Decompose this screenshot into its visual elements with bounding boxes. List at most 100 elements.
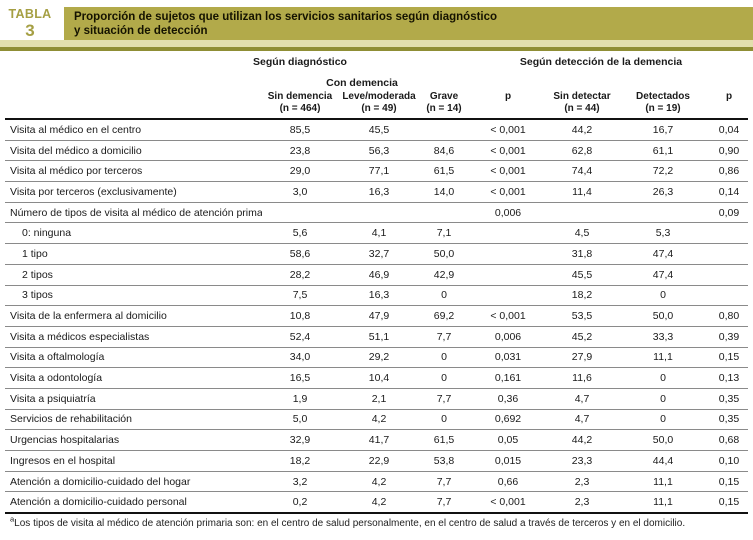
row-label: 1 tipo bbox=[5, 248, 262, 260]
cell-grave: 7,7 bbox=[436, 496, 452, 509]
row-label: 3 tipos bbox=[5, 289, 262, 301]
row-label: Visita a odontología bbox=[5, 372, 262, 384]
cell-leve-moderada: 4,2 bbox=[371, 475, 387, 488]
cell-grave: 7,1 bbox=[436, 227, 452, 240]
cell-detectados: 72,2 bbox=[652, 165, 674, 178]
cell-detectados: 0 bbox=[660, 392, 666, 405]
table-body: Visita al médico en el centro 85,5 45,5 … bbox=[5, 120, 748, 515]
cell-leve-moderada: 46,9 bbox=[368, 268, 390, 281]
cell-grave: 69,2 bbox=[433, 310, 455, 323]
cell-sin-detectar: 11,6 bbox=[572, 372, 592, 385]
cell-sin-detectar: 23,3 bbox=[571, 454, 593, 467]
header-rule bbox=[5, 118, 748, 120]
pale-band-divider bbox=[0, 40, 753, 47]
cell-p-diagnostico: < 0,001 bbox=[490, 185, 526, 198]
cell-grave: 7,7 bbox=[436, 392, 452, 405]
row-label-text: 1 tipo bbox=[22, 247, 48, 260]
column-header-spacer bbox=[5, 91, 262, 115]
cell-p-deteccion: 0,68 bbox=[718, 434, 740, 447]
cell-leve-moderada: 4,1 bbox=[371, 227, 387, 240]
cell-p-diagnostico: 0,015 bbox=[494, 454, 522, 467]
row-label-text: Número de tipos de visita al médico de a… bbox=[10, 206, 262, 219]
cell-sin-demencia: 23,8 bbox=[289, 144, 311, 157]
table-title-line2: y situación de detección bbox=[74, 24, 208, 37]
row-label-text: Visita a odontología bbox=[10, 372, 103, 385]
table-header: TABLA 3 Proporción de sujetos que utiliz… bbox=[0, 7, 753, 40]
cell-sin-demencia: 52,4 bbox=[289, 330, 311, 343]
table-row: Visita a odontología 16,5 10,4 0 0,161 1… bbox=[5, 368, 748, 389]
cell-detectados: 50,0 bbox=[652, 434, 674, 447]
row-label: Visita a psiquiatría bbox=[5, 393, 262, 405]
row-label: Visita a médicos especialistas bbox=[5, 331, 262, 343]
cell-sin-demencia: 1,9 bbox=[292, 392, 308, 405]
cell-p-diagnostico: 0,66 bbox=[497, 475, 519, 488]
row-label: Atención a domicilio-cuidado del hogar bbox=[5, 476, 262, 488]
table-row: Ingresos en el hospital 18,2 22,9 53,8 0… bbox=[5, 451, 748, 472]
cell-leve-moderada: 51,1 bbox=[368, 330, 390, 343]
row-label-text: Ingresos en el hospital bbox=[10, 454, 116, 467]
cell-detectados: 0 bbox=[660, 372, 666, 385]
row-label-text: 0: ninguna bbox=[22, 227, 72, 240]
cell-sin-detectar: 4,5 bbox=[574, 227, 590, 240]
cell-sin-demencia: 16,5 bbox=[289, 372, 311, 385]
cell-sin-detectar: 27,9 bbox=[571, 351, 593, 364]
cell-sin-detectar: 74,4 bbox=[571, 165, 593, 178]
cell-grave: 0 bbox=[441, 351, 447, 364]
row-label-text: Visita al médico en el centro bbox=[10, 123, 142, 136]
table-row: 1 tipo 58,6 32,7 50,0 31,8 47,4 bbox=[5, 244, 748, 265]
cell-sin-detectar: 44,2 bbox=[571, 434, 593, 447]
cell-leve-moderada: 41,7 bbox=[368, 434, 390, 447]
table-number-box: TABLA 3 bbox=[6, 7, 54, 40]
cell-p-diagnostico: 0,36 bbox=[497, 392, 519, 405]
cell-sin-detectar: 45,5 bbox=[571, 268, 593, 281]
table-column-headers: Según diagnóstico Según detección de la … bbox=[5, 51, 748, 118]
cell-grave: 0 bbox=[441, 372, 447, 385]
column-header: Detectados (n = 19) bbox=[636, 91, 690, 114]
row-label-text: Servicios de rehabilitación bbox=[10, 413, 132, 426]
cell-leve-moderada: 2,1 bbox=[371, 392, 387, 405]
cell-sin-detectar: 2,3 bbox=[574, 475, 590, 488]
table-title-bar: Proporción de sujetos que utilizan los s… bbox=[64, 7, 753, 40]
cell-leve-moderada: 45,5 bbox=[368, 123, 390, 136]
cell-sin-demencia: 5,0 bbox=[292, 413, 308, 426]
cell-p-deteccion: 0,15 bbox=[718, 351, 740, 364]
column-header: Grave (n = 14) bbox=[426, 91, 462, 114]
column-header: Sin detectar (n = 44) bbox=[553, 91, 611, 114]
cell-p-deteccion: 0,14 bbox=[718, 185, 740, 198]
row-label-text: Atención a domicilio-cuidado del hogar bbox=[10, 475, 191, 488]
cell-p-diagnostico: 0,006 bbox=[494, 330, 522, 343]
cell-sin-detectar: 11,4 bbox=[572, 185, 592, 198]
cell-leve-moderada: 77,1 bbox=[368, 165, 390, 178]
column-header-row: Sin demencia (n = 464) Leve/moderada (n = … bbox=[5, 91, 748, 115]
cell-p-deteccion: 0,35 bbox=[718, 413, 740, 426]
row-label: Visita a oftalmología bbox=[5, 351, 262, 363]
cell-p-diagnostico: 0,161 bbox=[494, 372, 522, 385]
cell-detectados: 33,3 bbox=[652, 330, 674, 343]
cell-grave: 0 bbox=[441, 413, 447, 426]
row-label-text: Visita de la enfermera al domicilio bbox=[10, 310, 167, 323]
cell-sin-detectar: 2,3 bbox=[574, 496, 590, 509]
cell-p-deteccion: 0,09 bbox=[718, 206, 740, 219]
cell-grave: 61,5 bbox=[433, 434, 455, 447]
row-label-text: Visita del médico a domicilio bbox=[10, 144, 142, 157]
cell-sin-detectar: 4,7 bbox=[574, 413, 590, 426]
cell-sin-detectar: 45,2 bbox=[571, 330, 593, 343]
cell-sin-detectar: 62,8 bbox=[571, 144, 593, 157]
row-label-text: Visita por terceros (exclusivamente) bbox=[10, 185, 177, 198]
cell-sin-demencia: 5,6 bbox=[292, 227, 308, 240]
table-row: Número de tipos de visita al médico de a… bbox=[5, 203, 748, 224]
cell-grave: 84,6 bbox=[433, 144, 455, 157]
cell-p-deteccion: 0,39 bbox=[718, 330, 740, 343]
cell-leve-moderada: 29,2 bbox=[368, 351, 390, 364]
cell-sin-demencia: 7,5 bbox=[292, 289, 308, 302]
table-kicker: TABLA bbox=[8, 6, 52, 21]
table-number: 3 bbox=[25, 21, 35, 41]
cell-sin-demencia: 32,9 bbox=[289, 434, 311, 447]
cell-p-diagnostico: < 0,001 bbox=[490, 144, 526, 157]
row-label: Visita al médico por terceros bbox=[5, 165, 262, 177]
cell-p-diagnostico: 0,05 bbox=[497, 434, 519, 447]
cell-sin-detectar: 44,2 bbox=[571, 123, 593, 136]
cell-sin-demencia: 58,6 bbox=[289, 247, 311, 260]
cell-grave: 61,5 bbox=[433, 165, 455, 178]
